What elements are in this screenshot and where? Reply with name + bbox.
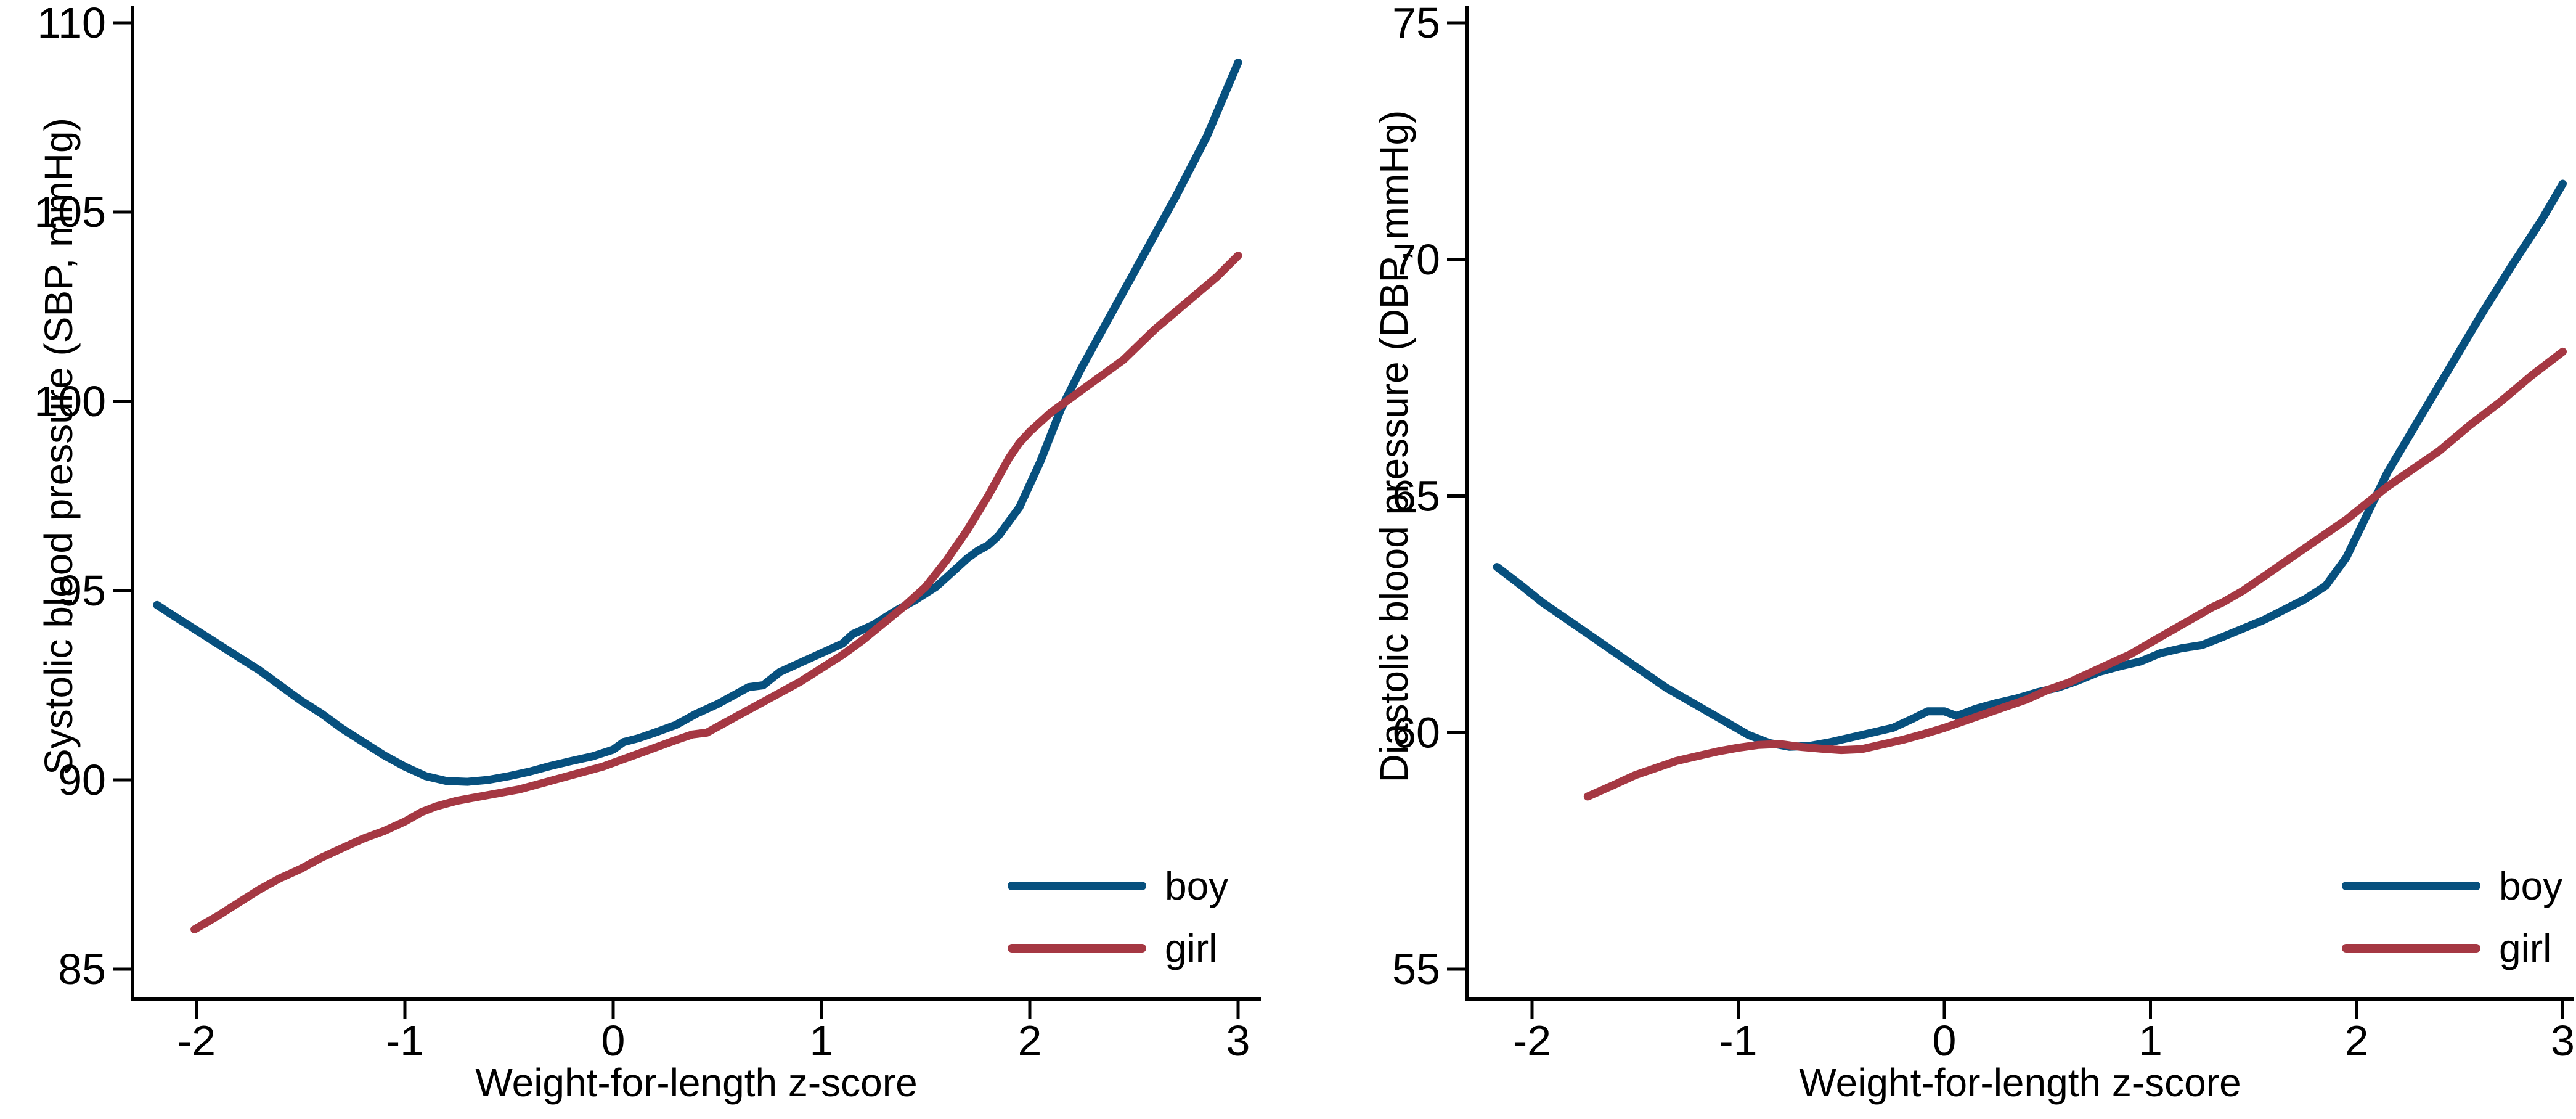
y-tick-label: 110 [37, 0, 106, 47]
x-tick-label: -1 [1719, 1017, 1757, 1065]
legend-label-boy: boy [2499, 864, 2562, 908]
y-tick-label: 60 [1392, 708, 1440, 756]
x-tick-label: -1 [386, 1017, 424, 1065]
y-tick-label: 85 [58, 945, 106, 993]
sbp-legend: boy girl [1008, 864, 1228, 970]
x-tick-label: 2 [1018, 1017, 1042, 1065]
dbp-axes: 55 60 65 70 75 -2 -1 0 1 2 3 [1392, 0, 2575, 1065]
x-tick-label: 3 [2551, 1017, 2575, 1065]
dbp-legend: boy girl [2342, 864, 2562, 970]
legend-label-girl: girl [2499, 926, 2551, 970]
dbp-y-axis-title: Diastolic blood pressure (DBP, mmHg) [1372, 110, 1416, 783]
x-tick-label: -2 [1513, 1017, 1551, 1065]
y-tick-label: 90 [58, 756, 106, 804]
x-tick-label: -2 [177, 1017, 216, 1065]
series-line-girl [190, 252, 1242, 933]
y-tick-label: 70 [1392, 236, 1440, 284]
x-tick-label: 3 [1226, 1017, 1250, 1065]
y-tick-label: 105 [34, 188, 106, 236]
y-tick-label: 55 [1392, 945, 1440, 993]
dbp-chart: 55 60 65 70 75 -2 -1 0 1 2 3 Diastolic blood press… [1372, 0, 2575, 1105]
dbp-x-axis-title: Weight-for-length z-score [1799, 1060, 2241, 1105]
series-line-girl [1583, 347, 2567, 801]
y-tick-label: 95 [58, 567, 106, 615]
dbp-series [1493, 179, 2567, 801]
x-tick-label: 2 [2345, 1017, 2369, 1065]
sbp-axes: 85 90 95 100 105 110 -2 -1 0 1 2 3 [34, 0, 1261, 1065]
sbp-chart: 85 90 95 100 105 110 -2 -1 0 1 2 3 Systolic blood p… [34, 0, 1261, 1105]
x-tick-label: 1 [810, 1017, 834, 1065]
y-tick-label: 65 [1392, 472, 1440, 520]
legend-label-boy: boy [1165, 864, 1228, 908]
x-tick-label: 0 [1933, 1017, 1957, 1065]
y-tick-label: 100 [34, 377, 106, 425]
x-tick-label: 0 [601, 1017, 626, 1065]
legend-label-girl: girl [1165, 926, 1217, 970]
sbp-series [153, 59, 1242, 933]
sbp-y-axis-title: Systolic blood pressure (SBP, mmHg) [36, 118, 81, 775]
series-line-boy [153, 59, 1242, 786]
series-line-boy [1493, 179, 2567, 751]
sbp-x-axis-title: Weight-for-length z-score [475, 1060, 917, 1105]
x-tick-label: 1 [2138, 1017, 2162, 1065]
y-tick-label: 75 [1392, 0, 1440, 47]
